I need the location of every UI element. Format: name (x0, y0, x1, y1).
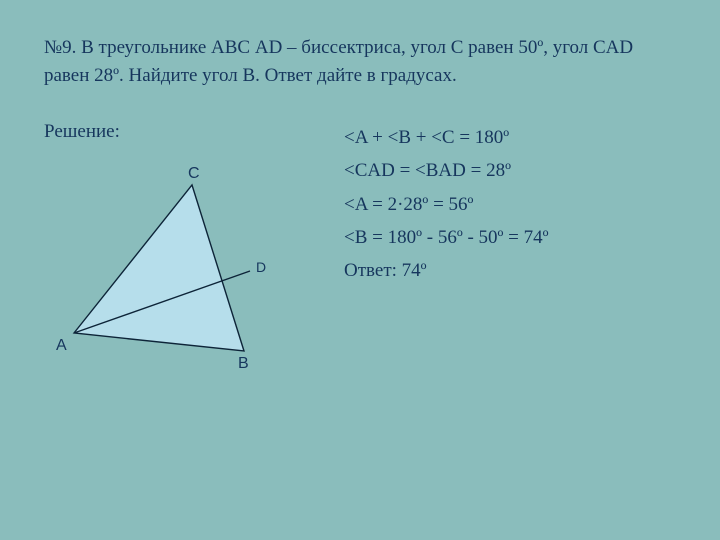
vertex-label-d: D (256, 259, 266, 275)
vertex-label-b: В (238, 355, 249, 373)
slide: №9. В треугольнике АВС AD – биссектриса,… (0, 0, 720, 540)
solution-line-4: <B = 180º - 56º - 50º = 74º (344, 221, 676, 254)
triangle-diagram: А В С D (44, 163, 304, 383)
left-column: Решение: А В С D (44, 121, 344, 383)
right-column: <A + <B + <C = 180º <CAD = <BAD = 28º <A… (344, 121, 676, 287)
solution-line-3: <A = 2·28º = 56º (344, 188, 676, 221)
problem-statement: №9. В треугольнике АВС AD – биссектриса,… (44, 34, 676, 89)
solution-heading: Решение: (44, 121, 344, 143)
content-columns: Решение: А В С D <A + <B + <C = 180º <CA… (44, 121, 676, 383)
vertex-label-c: С (188, 165, 200, 183)
vertex-label-a: А (56, 337, 67, 355)
solution-line-5: Ответ: 74º (344, 254, 676, 287)
solution-line-2: <CAD = <BAD = 28º (344, 154, 676, 187)
solution-line-1: <A + <B + <C = 180º (344, 121, 676, 154)
